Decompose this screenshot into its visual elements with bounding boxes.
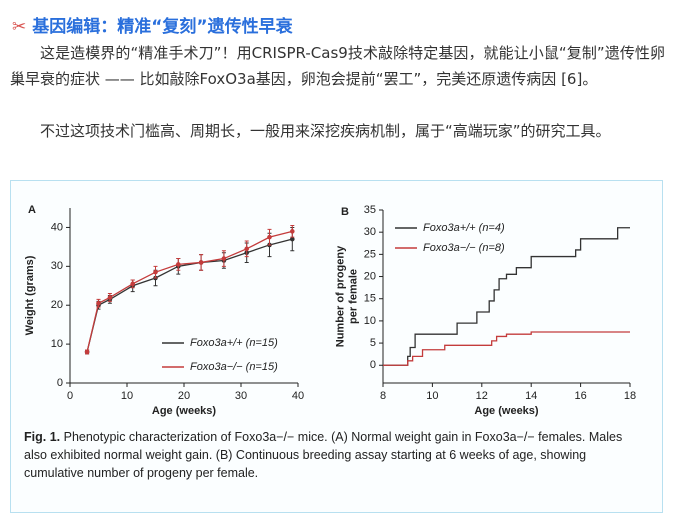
x-axis-label: Age (weeks)	[152, 405, 217, 417]
series-line	[383, 331, 630, 366]
y-tick-label: 0	[370, 359, 376, 371]
x-tick-label: 10	[121, 390, 133, 402]
heading: ✂ 基因编辑：精准“复刻”遗传性早衰	[12, 17, 293, 37]
y-axis-label: Weight (grams)	[24, 255, 36, 335]
panel-label: B	[341, 206, 349, 218]
caption: Fig. 1. Phenotypic characterization of F…	[24, 428, 644, 482]
y-tick-label: 35	[364, 204, 376, 216]
data-point	[198, 260, 204, 265]
y-axis-label: Number of progeny	[334, 245, 346, 347]
panel-label: A	[28, 204, 36, 216]
legend-label: Foxo3a−/− (n=15)	[190, 361, 278, 373]
y-tick-label: 10	[51, 338, 63, 350]
data-point	[153, 269, 158, 275]
data-point	[84, 349, 90, 355]
x-tick-label: 30	[235, 390, 247, 402]
y-axis-label: per female	[347, 269, 359, 324]
paragraph: 不过这项技术门槛高、周期长，一般用来深挖疾病机制，属于“高端玩家”的研究工具。	[40, 122, 611, 140]
y-tick-label: 10	[364, 315, 376, 327]
data-point	[130, 281, 135, 287]
y-tick-label: 25	[364, 248, 376, 260]
x-tick-label: 16	[574, 390, 586, 402]
y-tick-label: 40	[51, 221, 63, 233]
data-point	[244, 246, 249, 252]
x-tick-label: 8	[380, 390, 386, 402]
legend-label: Foxo3a−/− (n=8)	[423, 242, 505, 254]
y-tick-label: 0	[57, 377, 63, 389]
x-tick-label: 20	[178, 390, 190, 402]
data-point	[267, 234, 272, 240]
data-point	[176, 262, 181, 267]
figure	[10, 180, 663, 513]
data-point	[290, 229, 295, 234]
x-tick-label: 12	[476, 390, 488, 402]
y-tick-label: 5	[370, 337, 376, 349]
legend-label: Foxo3a+/+ (n=15)	[190, 337, 278, 349]
legend-label: Foxo3a+/+ (n=4)	[423, 222, 505, 234]
x-tick-label: 0	[67, 390, 73, 402]
x-tick-label: 40	[292, 390, 304, 402]
y-tick-label: 15	[364, 293, 376, 305]
y-tick-label: 20	[51, 299, 63, 311]
series-line	[86, 238, 293, 353]
data-point	[221, 256, 227, 261]
x-axis-label: Age (weeks)	[474, 405, 539, 417]
data-point	[96, 300, 101, 306]
x-tick-label: 18	[624, 390, 636, 402]
series-line	[86, 230, 293, 353]
x-tick-label: 10	[426, 390, 438, 402]
x-tick-label: 14	[525, 390, 537, 402]
y-tick-label: 20	[364, 270, 376, 282]
paragraph: 这是造模界的“精准手术刀”！用CRISPR-Cas9技术敲除特定基因，就能让小鼠…	[10, 44, 665, 88]
caption-label: Fig. 1.	[24, 430, 61, 444]
data-point	[290, 236, 295, 242]
data-point	[107, 295, 113, 300]
caption-text: Phenotypic characterization of Foxo3a−/−…	[24, 430, 623, 480]
y-tick-label: 30	[51, 260, 63, 272]
heading-text: 基因编辑：精准“复刻”遗传性早衰	[32, 17, 293, 37]
y-tick-label: 30	[364, 226, 376, 238]
series-line	[383, 227, 630, 366]
